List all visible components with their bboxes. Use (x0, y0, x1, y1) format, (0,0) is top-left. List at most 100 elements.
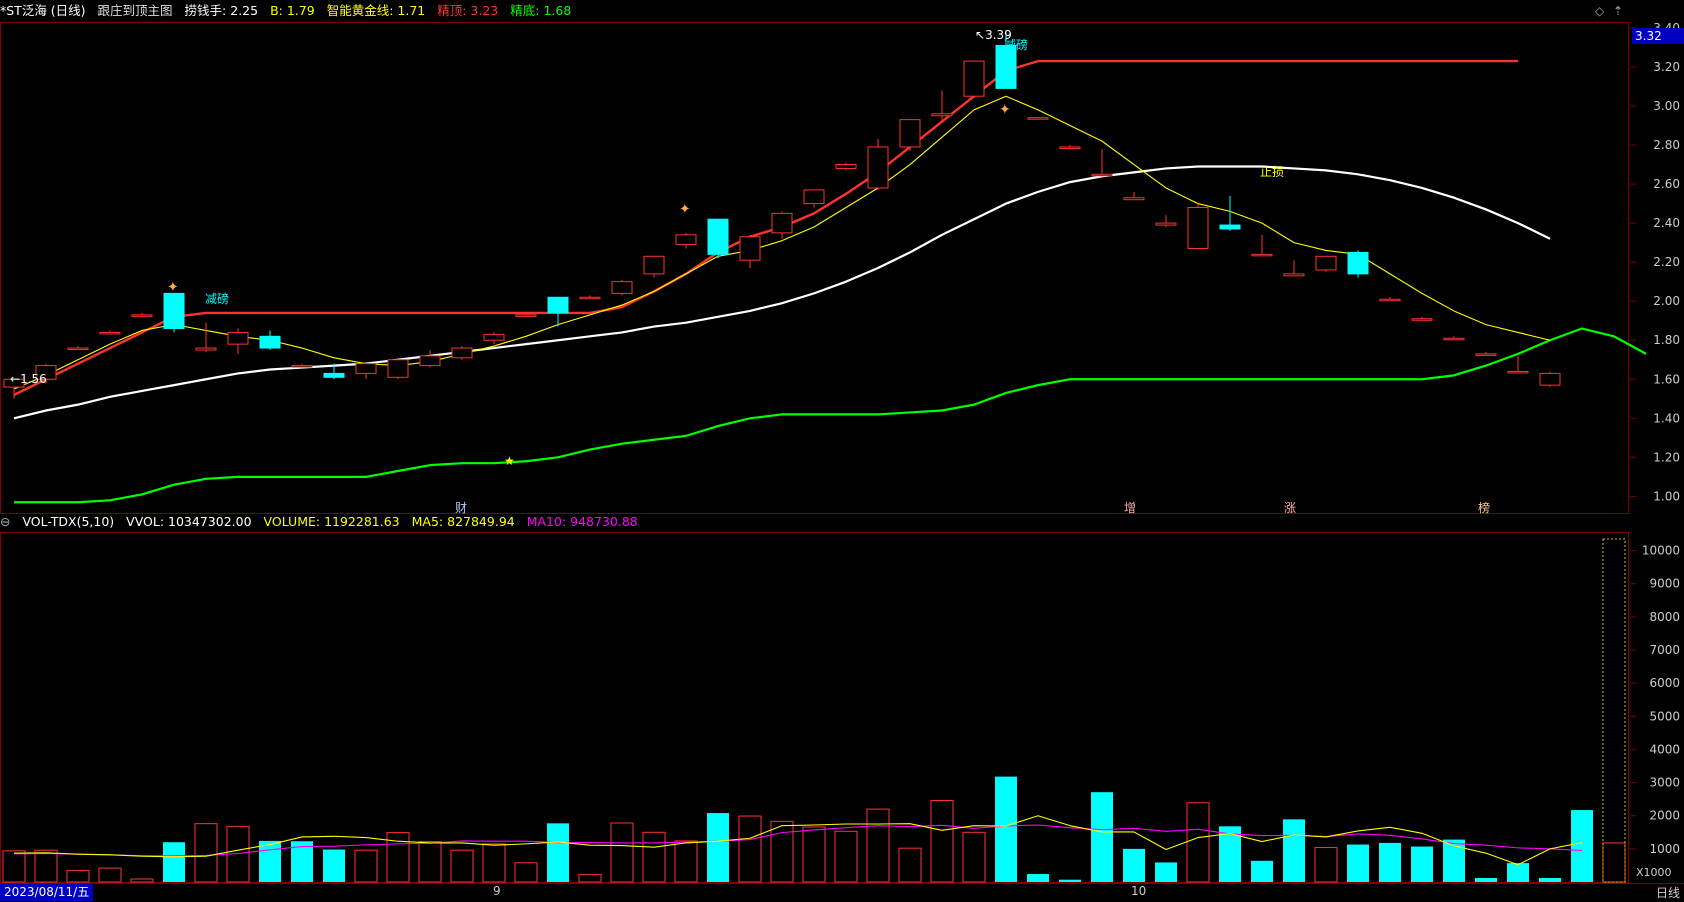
cursor-date-label: 2023/08/11/五 (0, 884, 94, 901)
volume-axis-label: 3000 (1649, 776, 1680, 790)
volume-axis-label: 5000 (1649, 709, 1680, 723)
volume-axis-label: 10000 (1642, 544, 1680, 558)
volume-bar-down (1507, 863, 1529, 882)
bottom-label-text: 精底: (510, 3, 540, 18)
volume-panel-frame (0, 532, 1629, 883)
price-axis-label: 1.60 (1653, 372, 1680, 386)
candle-body-up (1507, 370, 1529, 374)
price-axis-label: 1.00 (1653, 489, 1680, 503)
volume-bar-down (1027, 874, 1049, 882)
volume-collapse-icon[interactable]: ⊖ (0, 514, 11, 529)
volume-bar-down (1571, 810, 1593, 882)
candle-body-up (931, 113, 953, 117)
candle-body-up (579, 296, 601, 300)
volume-bar-up (578, 873, 602, 883)
volume-label: VOLUME: 1192281.63 (264, 514, 400, 529)
volume-bar-down (547, 823, 569, 882)
volume-bar-down (1219, 826, 1241, 882)
gold-line-label: 智能黄金线: 1.71 (327, 3, 426, 18)
high-price-text: 3.39 (985, 28, 1012, 42)
event-zhang[interactable]: 涨 (1284, 501, 1297, 515)
volume-bar-up (866, 808, 890, 883)
volume-bar-up (482, 843, 506, 883)
volume-bar-up (738, 815, 762, 883)
b-value: 1.79 (286, 3, 315, 18)
gold-value: 1.71 (397, 3, 426, 18)
candle-body-up (99, 331, 121, 335)
event-bang[interactable]: 榜 (1478, 501, 1491, 515)
ma10-label-text: MA10: (526, 514, 567, 529)
volume-bar-up (2, 850, 26, 883)
price-panel-frame (0, 22, 1629, 514)
candle-body-up (483, 333, 505, 341)
signal-figure-icon: ✦ (167, 279, 179, 295)
red-top-line (13, 59, 1518, 396)
candle-body-up (899, 119, 921, 148)
laoqian-label: 捞钱手: 2.25 (185, 3, 259, 18)
candle-body-up (1379, 298, 1401, 302)
top-label-text: 精顶: (437, 3, 467, 18)
top-label: 精顶: 3.23 (437, 3, 498, 18)
arrow-up-icon[interactable]: ⇡ (1613, 4, 1624, 18)
candle-body-up (515, 314, 537, 317)
jianbang-label-2: 减磅 (1004, 38, 1029, 52)
indicator-name[interactable]: 跟庄到顶主图 (97, 3, 173, 18)
volume-bar-up (1314, 847, 1338, 883)
volume-bar-up (514, 862, 538, 883)
candle-body-up (1027, 117, 1049, 120)
volume-bar-down (995, 776, 1017, 882)
ma5-label: MA5: 827849.94 (412, 514, 515, 529)
volume-bar-up (674, 840, 698, 883)
ma5-label-text: MA5: (411, 514, 444, 529)
volume-axis-label: 7000 (1649, 643, 1680, 657)
laoqian-label-text: 捞钱手: (184, 3, 227, 18)
volume-indicator-header: ⊖ VOL-TDX(5,10) VVOL: 10347302.00 VOLUME… (0, 512, 1630, 532)
volume-bar-down (707, 813, 729, 882)
volume-bar-up (930, 799, 954, 883)
candle-body-down (163, 292, 185, 330)
candle-body-up (1187, 206, 1209, 249)
candle-body-up (1059, 146, 1081, 149)
volume-bar-up (610, 822, 634, 883)
volume-value: 1192281.63 (324, 514, 400, 529)
volume-bar-up (194, 823, 218, 883)
period-label[interactable]: 日线 (1655, 886, 1680, 900)
candle-body-up (291, 365, 313, 368)
volume-bar-down (1443, 839, 1465, 882)
volume-axis-label: 6000 (1649, 676, 1680, 690)
event-cai[interactable]: 财 (455, 501, 468, 515)
volume-bar-up (354, 849, 378, 883)
vvol-label: VVOL: 10347302.00 (126, 514, 251, 529)
top-value: 3.23 (470, 3, 499, 18)
price-axis-label: 1.20 (1653, 450, 1680, 464)
volume-bar-down (323, 849, 345, 882)
low-price-text: 1.56 (20, 372, 47, 386)
volume-bar-down (1475, 878, 1497, 882)
high-price-label: ↖3.39 (975, 28, 1012, 42)
diamond-icon[interactable]: ◇ (1595, 4, 1605, 18)
candle-body-up (387, 359, 409, 378)
gold-label-text: 智能黄金线: (326, 3, 394, 18)
candle-body-down (1347, 251, 1369, 275)
b-label-text: B: (270, 3, 283, 18)
price-axis-label: 1.40 (1653, 411, 1680, 425)
candle-body-down (995, 44, 1017, 89)
ma10-label: MA10: 948730.88 (527, 514, 638, 529)
candle-body-up (195, 347, 217, 351)
volume-label-text: VOLUME: (263, 514, 321, 529)
volume-bar-up (834, 830, 858, 883)
white-ma-line (13, 165, 1551, 420)
volume-bar-down (291, 841, 313, 882)
candle-body-up (1475, 353, 1497, 356)
price-axis-label: 1.80 (1653, 333, 1680, 347)
volume-bar-down (1091, 792, 1113, 882)
stock-title[interactable]: *ST泛海 (日线) (0, 3, 86, 18)
volume-bar-up (66, 869, 90, 883)
candle-body-down (323, 372, 345, 378)
volume-bar-up (386, 832, 410, 883)
volume-bar-down (163, 842, 185, 882)
volume-indicator-name[interactable]: VOL-TDX(5,10) (22, 514, 115, 529)
event-zeng[interactable]: 增 (1124, 501, 1137, 515)
candle-body-up (675, 234, 697, 246)
